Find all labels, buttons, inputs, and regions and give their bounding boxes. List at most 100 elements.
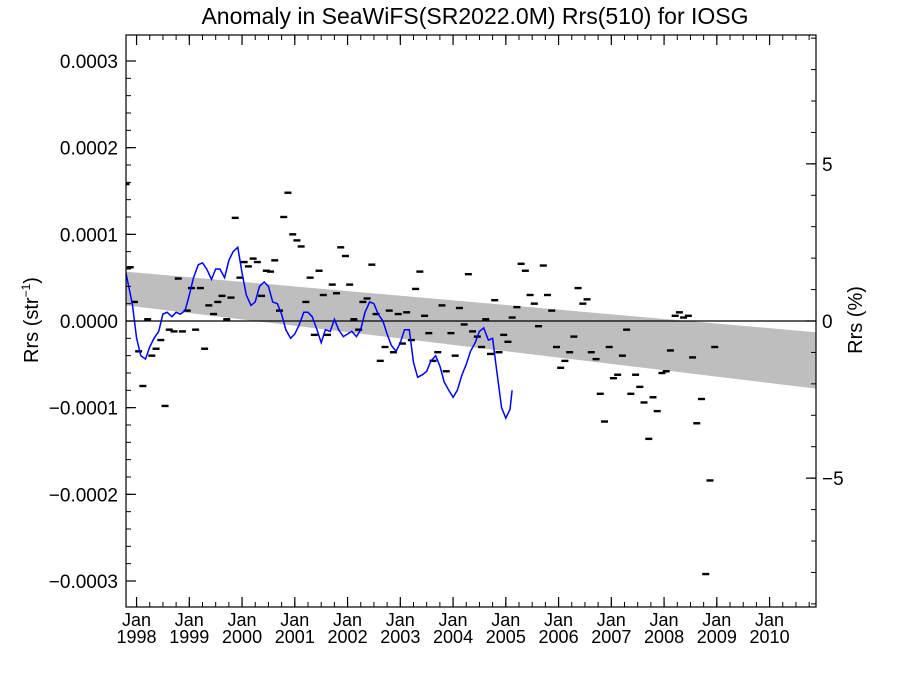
- data-point: [258, 294, 266, 298]
- data-point: [178, 330, 186, 333]
- y-tick-label: 0.0000: [60, 312, 118, 333]
- data-point: [355, 328, 363, 331]
- data-point: [126, 266, 134, 269]
- data-point: [310, 333, 318, 337]
- data-point: [244, 265, 252, 268]
- data-point: [671, 314, 679, 317]
- data-point: [306, 276, 314, 279]
- data-point: [425, 331, 433, 335]
- data-point: [600, 420, 608, 423]
- data-point: [201, 347, 209, 350]
- data-point: [416, 270, 424, 273]
- data-point: [592, 357, 600, 361]
- x-tick-year-label: 2006: [539, 627, 579, 647]
- data-point: [495, 351, 503, 354]
- data-point: [539, 264, 547, 267]
- data-point: [368, 263, 376, 266]
- data-point: [407, 338, 415, 342]
- data-point: [372, 312, 380, 316]
- data-point: [557, 366, 565, 369]
- y-tick-label: 0.0003: [60, 52, 118, 73]
- x-tick-year-label: 1999: [169, 627, 209, 647]
- data-point: [341, 254, 349, 258]
- data-point: [666, 349, 674, 352]
- data-point: [587, 351, 595, 354]
- data-point: [500, 333, 508, 337]
- data-point: [157, 338, 165, 342]
- data-point: [337, 246, 345, 249]
- x-tick-year-label: 2003: [380, 627, 420, 647]
- data-point: [302, 300, 310, 304]
- data-point: [442, 370, 450, 373]
- chart-title: Anomaly in SeaWiFS(SR2022.0M) Rrs(510) f…: [201, 3, 748, 29]
- data-point: [482, 318, 490, 321]
- data-point: [614, 373, 622, 376]
- data-point: [623, 328, 631, 331]
- data-point: [267, 270, 275, 273]
- data-point: [662, 370, 670, 373]
- y-tick-label: −0.0002: [49, 485, 118, 506]
- data-point: [227, 296, 235, 299]
- data-point: [144, 318, 152, 321]
- data-point: [249, 257, 257, 260]
- data-point: [706, 479, 714, 482]
- data-point: [570, 335, 578, 338]
- data-point: [148, 354, 156, 357]
- data-point: [645, 437, 653, 441]
- data-point: [552, 345, 560, 349]
- data-point: [214, 300, 222, 304]
- x-tick-year-label: 2002: [328, 627, 368, 647]
- x-tick-month-label: Jan: [702, 610, 731, 630]
- y-tick-label: 0.0001: [60, 225, 118, 246]
- data-point: [561, 359, 569, 363]
- x-tick-month-label: Jan: [122, 610, 151, 630]
- x-tick-month-label: Jan: [650, 610, 679, 630]
- plot-area: 0.0003 0.0002 0.0001 0.0000 −0.0001 −0.0002 −0…: [49, 34, 844, 647]
- data-point: [152, 347, 160, 350]
- data-point: [632, 373, 640, 376]
- data-point: [161, 404, 169, 408]
- data-point: [363, 297, 371, 300]
- data-point: [658, 371, 666, 375]
- data-point: [711, 345, 719, 349]
- data-point: [289, 233, 297, 236]
- x-tick-month-label: Jan: [333, 610, 362, 630]
- x-tick-month-label: Jan: [439, 610, 468, 630]
- data-point: [350, 318, 358, 321]
- x-tick-month-label: Jan: [597, 610, 626, 630]
- x-tick-year-label: 2001: [275, 627, 315, 647]
- data-point: [328, 283, 336, 286]
- data-point: [478, 345, 486, 349]
- data-point: [609, 377, 617, 380]
- data-point: [192, 328, 200, 331]
- data-point: [434, 351, 442, 354]
- x-tick-year-label: 2008: [644, 627, 684, 647]
- data-point: [464, 273, 472, 276]
- x-tick-year-label: 2010: [750, 627, 790, 647]
- data-point: [271, 259, 279, 262]
- data-point: [491, 299, 499, 302]
- data-point: [126, 182, 130, 186]
- data-point: [451, 354, 459, 357]
- data-point: [376, 359, 384, 363]
- y-tick-label: −0.0003: [49, 572, 118, 593]
- data-point: [381, 345, 389, 349]
- data-point: [627, 392, 635, 395]
- data-point: [398, 342, 406, 345]
- x-tick-year-label: 2004: [433, 627, 473, 647]
- x-tick-month-label: Jan: [386, 610, 415, 630]
- data-point: [689, 356, 697, 359]
- data-point: [205, 304, 213, 307]
- data-point: [297, 245, 305, 248]
- data-point: [130, 300, 138, 304]
- x-tick-year-label: 2007: [591, 627, 631, 647]
- data-point: [429, 359, 437, 363]
- data-point: [675, 311, 683, 314]
- y-right-tick-label: 0: [822, 312, 833, 333]
- data-point: [346, 283, 354, 286]
- data-point: [508, 316, 516, 319]
- smooth-line: [126, 245, 513, 420]
- data-point: [218, 294, 226, 298]
- x-tick-year-label: 2005: [486, 627, 526, 647]
